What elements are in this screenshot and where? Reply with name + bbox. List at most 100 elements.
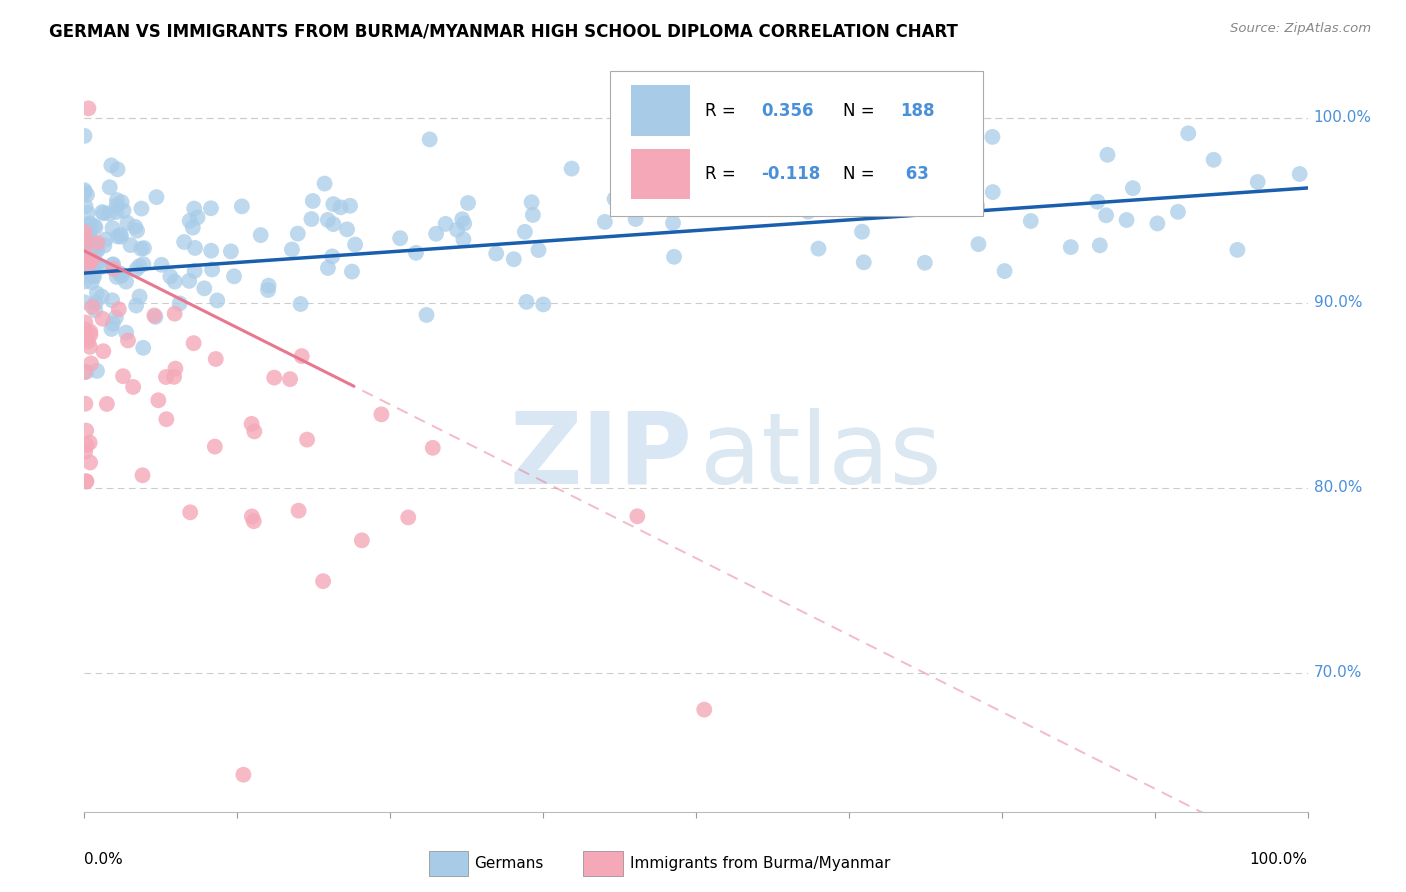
Point xyxy=(110,195,132,210)
Point xyxy=(98,206,121,220)
Point xyxy=(453,217,475,231)
Point xyxy=(82,235,104,250)
Point xyxy=(1146,217,1168,231)
Point xyxy=(115,275,138,289)
Point xyxy=(966,199,988,213)
Point xyxy=(405,245,427,260)
Point xyxy=(93,206,115,220)
Point xyxy=(84,256,107,270)
Point xyxy=(370,408,392,422)
Point xyxy=(960,180,983,194)
Point xyxy=(396,510,419,524)
Point xyxy=(75,475,97,489)
Point xyxy=(159,269,181,284)
Point xyxy=(90,289,112,303)
Point xyxy=(150,258,173,272)
Point xyxy=(287,504,309,518)
Point xyxy=(603,192,626,206)
Point xyxy=(193,281,215,295)
Point xyxy=(73,256,96,270)
Point xyxy=(981,129,1004,144)
Point xyxy=(73,275,96,289)
Point xyxy=(662,250,685,264)
Point xyxy=(321,249,343,263)
Point xyxy=(90,260,112,274)
Point xyxy=(77,251,100,265)
Point xyxy=(179,274,201,288)
Point xyxy=(425,227,447,241)
Point xyxy=(132,241,155,255)
Point xyxy=(100,322,122,336)
Point xyxy=(82,253,104,268)
Point xyxy=(75,424,97,438)
Point xyxy=(485,246,508,260)
Point xyxy=(201,262,224,277)
Point xyxy=(686,177,709,191)
Point xyxy=(291,349,314,363)
Point xyxy=(434,217,457,231)
Point xyxy=(1095,208,1118,222)
Point xyxy=(80,275,103,289)
Point xyxy=(163,369,186,384)
Point xyxy=(200,244,222,258)
Point xyxy=(124,219,146,234)
FancyBboxPatch shape xyxy=(631,86,690,136)
Point xyxy=(257,283,280,297)
Point xyxy=(852,255,875,269)
Point xyxy=(316,260,339,275)
Point xyxy=(125,299,148,313)
Point xyxy=(301,194,323,208)
Point xyxy=(77,258,100,272)
Point xyxy=(222,269,245,284)
Point xyxy=(79,455,101,469)
Point xyxy=(128,289,150,303)
Point xyxy=(94,232,117,246)
Text: N =: N = xyxy=(842,165,880,183)
Point xyxy=(148,393,170,408)
Point xyxy=(128,259,150,273)
Point xyxy=(155,412,177,426)
Point xyxy=(1097,148,1119,162)
Point xyxy=(73,267,96,281)
Point xyxy=(93,238,115,252)
Point xyxy=(851,225,873,239)
Point xyxy=(110,268,132,283)
Text: -0.118: -0.118 xyxy=(761,165,820,183)
Point xyxy=(125,224,148,238)
Point xyxy=(257,278,280,293)
Point xyxy=(129,242,152,256)
Point xyxy=(316,213,339,227)
Text: N =: N = xyxy=(842,102,880,120)
Point xyxy=(73,322,96,336)
Point xyxy=(340,264,363,278)
Point xyxy=(75,397,97,411)
Point xyxy=(75,444,97,458)
Point xyxy=(73,295,96,310)
Point xyxy=(98,180,121,194)
Point xyxy=(73,185,96,199)
Point xyxy=(914,256,936,270)
Point xyxy=(111,268,134,282)
Point xyxy=(301,212,323,227)
Point xyxy=(183,336,205,351)
Point xyxy=(179,505,201,519)
Text: R =: R = xyxy=(704,102,741,120)
Point xyxy=(101,257,124,271)
Point xyxy=(84,303,107,318)
Point xyxy=(73,128,96,143)
Point xyxy=(928,194,950,208)
Point xyxy=(79,435,101,450)
Text: ZIP: ZIP xyxy=(509,408,692,505)
Point xyxy=(1087,194,1109,209)
Point xyxy=(155,370,177,384)
Point xyxy=(73,230,96,244)
Point xyxy=(86,235,108,250)
Point xyxy=(73,365,96,379)
Point xyxy=(204,351,226,366)
Point xyxy=(531,297,554,311)
Point xyxy=(75,232,97,246)
Point xyxy=(232,767,254,781)
Point xyxy=(165,361,187,376)
Point xyxy=(91,344,114,359)
Point xyxy=(1226,243,1249,257)
